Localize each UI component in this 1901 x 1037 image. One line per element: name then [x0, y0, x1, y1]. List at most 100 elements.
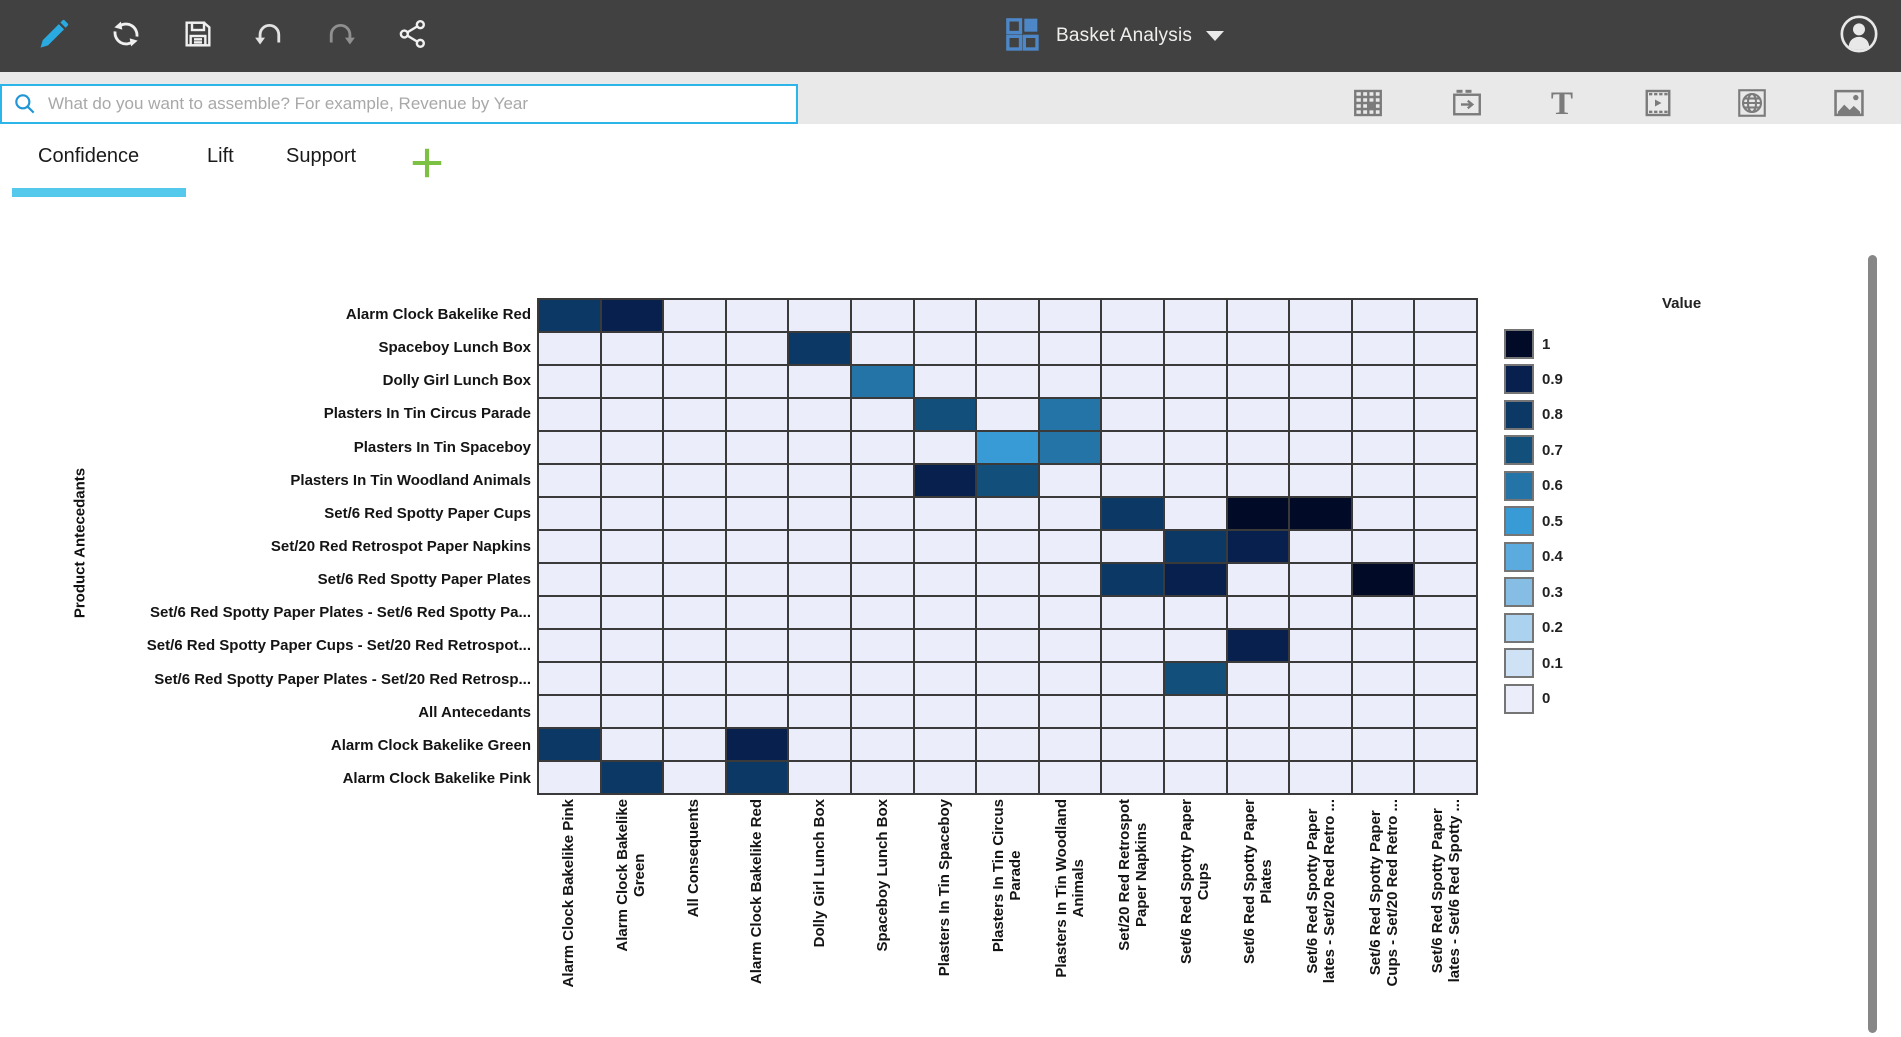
heatmap-cell[interactable] [1415, 696, 1476, 727]
heatmap-cell[interactable] [1290, 696, 1351, 727]
heatmap-cell[interactable] [1227, 465, 1289, 496]
heatmap-cell[interactable] [601, 630, 663, 661]
add-media-button[interactable] [1635, 82, 1681, 128]
heatmap-cell[interactable] [726, 531, 788, 562]
heatmap-cell[interactable] [1352, 762, 1414, 793]
heatmap-cell[interactable] [1290, 333, 1351, 364]
heatmap-cell[interactable] [914, 531, 976, 562]
search-input[interactable] [46, 85, 796, 123]
heatmap-cell[interactable] [789, 465, 850, 496]
heatmap-cell[interactable] [1352, 300, 1414, 331]
heatmap-cell[interactable] [539, 597, 600, 628]
heatmap-cell[interactable] [1352, 630, 1414, 661]
heatmap-cell[interactable] [1352, 696, 1414, 727]
add-webpage-button[interactable] [1729, 82, 1775, 128]
tab-support[interactable]: Support [286, 145, 357, 167]
heatmap-cell[interactable] [664, 663, 725, 694]
heatmap-cell[interactable] [914, 300, 976, 331]
heatmap-cell[interactable] [1102, 696, 1163, 727]
heatmap-cell[interactable] [664, 762, 725, 793]
heatmap-cell[interactable] [664, 597, 725, 628]
heatmap-cell[interactable] [1102, 762, 1163, 793]
heatmap-cell[interactable] [914, 630, 976, 661]
heatmap-cell[interactable] [851, 498, 913, 529]
heatmap-cell[interactable] [1102, 432, 1163, 463]
heatmap-cell[interactable] [1290, 762, 1351, 793]
heatmap-cell[interactable] [1227, 432, 1289, 463]
heatmap-cell[interactable] [977, 531, 1038, 562]
heatmap-cell[interactable] [1227, 366, 1289, 397]
heatmap-cell[interactable] [1415, 597, 1476, 628]
heatmap-cell[interactable] [1352, 531, 1414, 562]
heatmap-cell[interactable] [1227, 498, 1289, 529]
dashboard-title-menu[interactable]: Basket Analysis [1002, 0, 1225, 72]
heatmap-cell[interactable] [539, 762, 600, 793]
heatmap-cell[interactable] [1164, 432, 1226, 463]
heatmap-cell[interactable] [1290, 300, 1351, 331]
heatmap-cell[interactable] [726, 366, 788, 397]
heatmap-cell[interactable] [1039, 564, 1101, 595]
heatmap-cell[interactable] [914, 762, 976, 793]
heatmap-cell[interactable] [914, 432, 976, 463]
heatmap-cell[interactable] [1290, 729, 1351, 760]
heatmap-cell[interactable] [1102, 597, 1163, 628]
heatmap-cell[interactable] [1352, 597, 1414, 628]
heatmap-cell[interactable] [789, 399, 850, 430]
assemble-searchbox[interactable] [0, 84, 798, 124]
heatmap-cell[interactable] [601, 597, 663, 628]
heatmap-cell[interactable] [664, 498, 725, 529]
heatmap-cell[interactable] [1039, 366, 1101, 397]
heatmap-cell[interactable] [851, 366, 913, 397]
heatmap-cell[interactable] [789, 366, 850, 397]
heatmap-cell[interactable] [726, 729, 788, 760]
heatmap-cell[interactable] [1415, 498, 1476, 529]
heatmap-cell[interactable] [601, 663, 663, 694]
heatmap-cell[interactable] [1102, 300, 1163, 331]
heatmap-cell[interactable] [1415, 531, 1476, 562]
heatmap-cell[interactable] [1039, 531, 1101, 562]
heatmap-cell[interactable] [977, 762, 1038, 793]
heatmap-cell[interactable] [1102, 465, 1163, 496]
heatmap-cell[interactable] [1290, 564, 1351, 595]
heatmap-cell[interactable] [539, 300, 600, 331]
heatmap-cell[interactable] [1227, 696, 1289, 727]
heatmap-cell[interactable] [601, 531, 663, 562]
heatmap-cell[interactable] [726, 696, 788, 727]
heatmap-cell[interactable] [726, 597, 788, 628]
heatmap-cell[interactable] [1290, 663, 1351, 694]
heatmap-cell[interactable] [789, 696, 850, 727]
heatmap-cell[interactable] [601, 300, 663, 331]
heatmap-cell[interactable] [914, 366, 976, 397]
heatmap-cell[interactable] [1352, 366, 1414, 397]
heatmap-cell[interactable] [914, 663, 976, 694]
heatmap-cell[interactable] [851, 432, 913, 463]
heatmap-cell[interactable] [1415, 630, 1476, 661]
heatmap-cell[interactable] [664, 432, 725, 463]
heatmap-cell[interactable] [726, 630, 788, 661]
heatmap-cell[interactable] [1290, 531, 1351, 562]
heatmap-cell[interactable] [539, 564, 600, 595]
heatmap-cell[interactable] [1227, 564, 1289, 595]
heatmap-cell[interactable] [1102, 531, 1163, 562]
heatmap-cell[interactable] [1102, 498, 1163, 529]
heatmap-cell[interactable] [977, 432, 1038, 463]
heatmap-cell[interactable] [726, 564, 788, 595]
heatmap-cell[interactable] [664, 564, 725, 595]
heatmap-cell[interactable] [789, 333, 850, 364]
heatmap-cell[interactable] [601, 564, 663, 595]
heatmap-cell[interactable] [851, 597, 913, 628]
heatmap-cell[interactable] [1164, 366, 1226, 397]
heatmap-cell[interactable] [539, 531, 600, 562]
heatmap-cell[interactable] [1164, 531, 1226, 562]
heatmap-cell[interactable] [539, 498, 600, 529]
heatmap-cell[interactable] [601, 432, 663, 463]
heatmap-cell[interactable] [726, 399, 788, 430]
heatmap-cell[interactable] [1227, 300, 1289, 331]
heatmap-cell[interactable] [1164, 300, 1226, 331]
heatmap-cell[interactable] [789, 564, 850, 595]
heatmap-cell[interactable] [977, 333, 1038, 364]
heatmap-cell[interactable] [726, 663, 788, 694]
heatmap-cell[interactable] [977, 597, 1038, 628]
heatmap-cell[interactable] [539, 663, 600, 694]
heatmap-cell[interactable] [1039, 729, 1101, 760]
